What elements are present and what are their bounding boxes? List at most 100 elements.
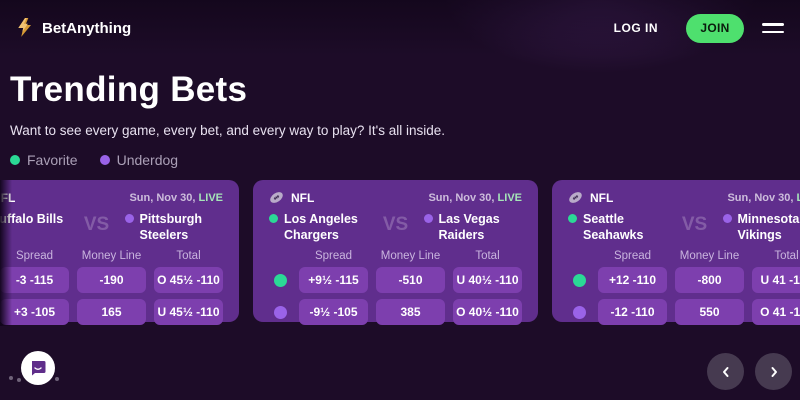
teams-row: Seattle Seahawks VS Minnesota Vikings bbox=[568, 211, 800, 245]
money-line-bet-button[interactable]: 385 bbox=[376, 299, 445, 325]
carousel-prev-button[interactable] bbox=[707, 353, 744, 390]
vs-label: VS bbox=[681, 214, 708, 235]
football-icon bbox=[269, 190, 284, 205]
money-line-bet-button[interactable]: -190 bbox=[77, 267, 146, 293]
chevron-right-icon bbox=[767, 365, 781, 379]
card-header: NFL Sun, Nov 30, LIVE bbox=[568, 190, 800, 205]
vs-label: VS bbox=[83, 214, 110, 235]
odds-column-headers: Spread Money Line Total bbox=[568, 249, 800, 262]
odds-column-headers: Spread Money Line Total bbox=[0, 249, 223, 262]
total-bet-button[interactable]: O 41 -110 bbox=[752, 299, 800, 325]
game-card-seahawks-vikings: NFL Sun, Nov 30, LIVE Seattle Seahawks V… bbox=[552, 180, 800, 325]
chevron-left-icon bbox=[719, 365, 733, 379]
money-line-column-label: Money Line bbox=[380, 249, 441, 262]
spread-bet-button[interactable]: -9½ -105 bbox=[299, 299, 368, 325]
football-icon bbox=[568, 190, 583, 205]
legend-underdog-label: Underdog bbox=[116, 152, 179, 168]
underdog-odds-row: -9½ -105 385 O 40½ -110 bbox=[269, 299, 522, 325]
money-line-bet-button[interactable]: -800 bbox=[675, 267, 744, 293]
underdog-team-name: Pittsburgh Steelers bbox=[139, 212, 203, 243]
chat-decoration-dot bbox=[55, 377, 59, 381]
chat-decoration-dot bbox=[17, 378, 21, 382]
total-column-label: Total bbox=[475, 249, 500, 262]
live-badge: LIVE bbox=[497, 191, 522, 204]
spread-bet-button[interactable]: -3 -115 bbox=[0, 267, 69, 293]
page-title: Trending Bets bbox=[10, 70, 248, 109]
underdog-dot-icon bbox=[572, 305, 586, 319]
teams-row: Buffalo Bills VS Pittsburgh Steelers bbox=[0, 211, 223, 245]
page-subtitle: Want to see every game, every bet, and e… bbox=[10, 123, 446, 138]
league: NFL bbox=[269, 190, 314, 205]
top-nav: BetAnything LOG IN JOIN bbox=[0, 0, 800, 56]
favorite-team: Los Angeles Chargers bbox=[269, 211, 368, 245]
join-button[interactable]: JOIN bbox=[686, 13, 744, 43]
live-badge: LIVE bbox=[796, 191, 800, 204]
money-line-bet-button[interactable]: 550 bbox=[675, 299, 744, 325]
chat-decoration-dot bbox=[9, 376, 13, 380]
carousel-track: NFL Sun, Nov 30, LIVE Buffalo Bills VS P… bbox=[0, 180, 800, 325]
favorite-odds-row: +12 -110 -800 U 41 -110 bbox=[568, 267, 800, 293]
legend-favorite-label: Favorite bbox=[27, 152, 78, 168]
total-bet-button[interactable]: U 45½ -110 bbox=[154, 299, 223, 325]
total-bet-button[interactable]: O 45½ -110 bbox=[154, 267, 223, 293]
spread-bet-button[interactable]: +3 -105 bbox=[0, 299, 69, 325]
game-datetime: Sun, Nov 30, LIVE bbox=[428, 191, 522, 204]
favorite-team-name: Seattle Seahawks bbox=[583, 212, 644, 243]
favorite-team-name: Buffalo Bills bbox=[0, 212, 64, 226]
vs-label: VS bbox=[382, 214, 409, 235]
total-bet-button[interactable]: U 40½ -110 bbox=[453, 267, 522, 293]
live-badge: LIVE bbox=[198, 191, 223, 204]
total-column-label: Total bbox=[774, 249, 799, 262]
hamburger-menu-icon[interactable] bbox=[762, 19, 784, 37]
money-line-column-label: Money Line bbox=[679, 249, 740, 262]
favorite-dot-icon bbox=[572, 273, 586, 287]
game-card-chargers-raiders: NFL Sun, Nov 30, LIVE Los Angeles Charge… bbox=[253, 180, 538, 325]
chat-launcher-button[interactable] bbox=[21, 351, 55, 385]
card-header: NFL Sun, Nov 30, LIVE bbox=[269, 190, 522, 205]
card-header: NFL Sun, Nov 30, LIVE bbox=[0, 190, 223, 205]
money-line-column-label: Money Line bbox=[81, 249, 142, 262]
money-line-bet-button[interactable]: -510 bbox=[376, 267, 445, 293]
favorite-dot-icon bbox=[273, 273, 287, 287]
favorite-dot-icon bbox=[10, 155, 20, 165]
underdog-team: Las Vegas Raiders bbox=[423, 211, 523, 245]
game-datetime: Sun, Nov 30, LIVE bbox=[129, 191, 223, 204]
underdog-dot-icon bbox=[423, 214, 433, 223]
chat-bubble-icon bbox=[29, 359, 47, 377]
spread-bet-button[interactable]: -12 -110 bbox=[598, 299, 667, 325]
legend-favorite: Favorite bbox=[10, 152, 78, 168]
favorite-odds-row: +9½ -115 -510 U 40½ -110 bbox=[269, 267, 522, 293]
logo-bolt-icon bbox=[16, 18, 34, 38]
favorite-team: Seattle Seahawks bbox=[568, 211, 667, 245]
spread-bet-button[interactable]: +12 -110 bbox=[598, 267, 667, 293]
favorite-dot-icon bbox=[568, 214, 577, 223]
brand-name: BetAnything bbox=[42, 19, 132, 37]
total-bet-button[interactable]: U 41 -110 bbox=[752, 267, 800, 293]
spread-column-label: Spread bbox=[314, 249, 353, 262]
underdog-team-name: Las Vegas Raiders bbox=[438, 212, 500, 243]
league-label: NFL bbox=[291, 190, 315, 205]
odds-column-headers: Spread Money Line Total bbox=[269, 249, 522, 262]
money-line-bet-button[interactable]: 165 bbox=[77, 299, 146, 325]
brand[interactable]: BetAnything bbox=[16, 18, 131, 38]
underdog-dot-icon bbox=[273, 305, 287, 319]
underdog-dot-icon bbox=[99, 155, 110, 165]
total-column-label: Total bbox=[176, 249, 201, 262]
underdog-team-name: Minnesota Vikings bbox=[737, 212, 800, 243]
underdog-odds-row: +3 -105 165 U 45½ -110 bbox=[0, 299, 223, 325]
carousel-next-button[interactable] bbox=[755, 353, 792, 390]
league: NFL bbox=[0, 190, 15, 205]
league-label: NFL bbox=[0, 190, 16, 205]
favorite-team-name: Los Angeles Chargers bbox=[284, 212, 358, 243]
game-datetime: Sun, Nov 30, LIVE bbox=[727, 192, 800, 204]
underdog-odds-row: -12 -110 550 O 41 -110 bbox=[568, 299, 800, 325]
hero-section: Trending Bets Want to see every game, ev… bbox=[0, 56, 800, 168]
trending-bets-carousel: NFL Sun, Nov 30, LIVE Buffalo Bills VS P… bbox=[0, 180, 800, 326]
league-label: NFL bbox=[590, 190, 614, 205]
legend: Favorite Underdog bbox=[10, 152, 790, 168]
favorite-team: Buffalo Bills bbox=[0, 211, 63, 245]
game-card-bills-steelers: NFL Sun, Nov 30, LIVE Buffalo Bills VS P… bbox=[0, 180, 239, 325]
spread-bet-button[interactable]: +9½ -115 bbox=[299, 267, 368, 293]
total-bet-button[interactable]: O 40½ -110 bbox=[453, 299, 522, 325]
login-link[interactable]: LOG IN bbox=[613, 21, 658, 35]
